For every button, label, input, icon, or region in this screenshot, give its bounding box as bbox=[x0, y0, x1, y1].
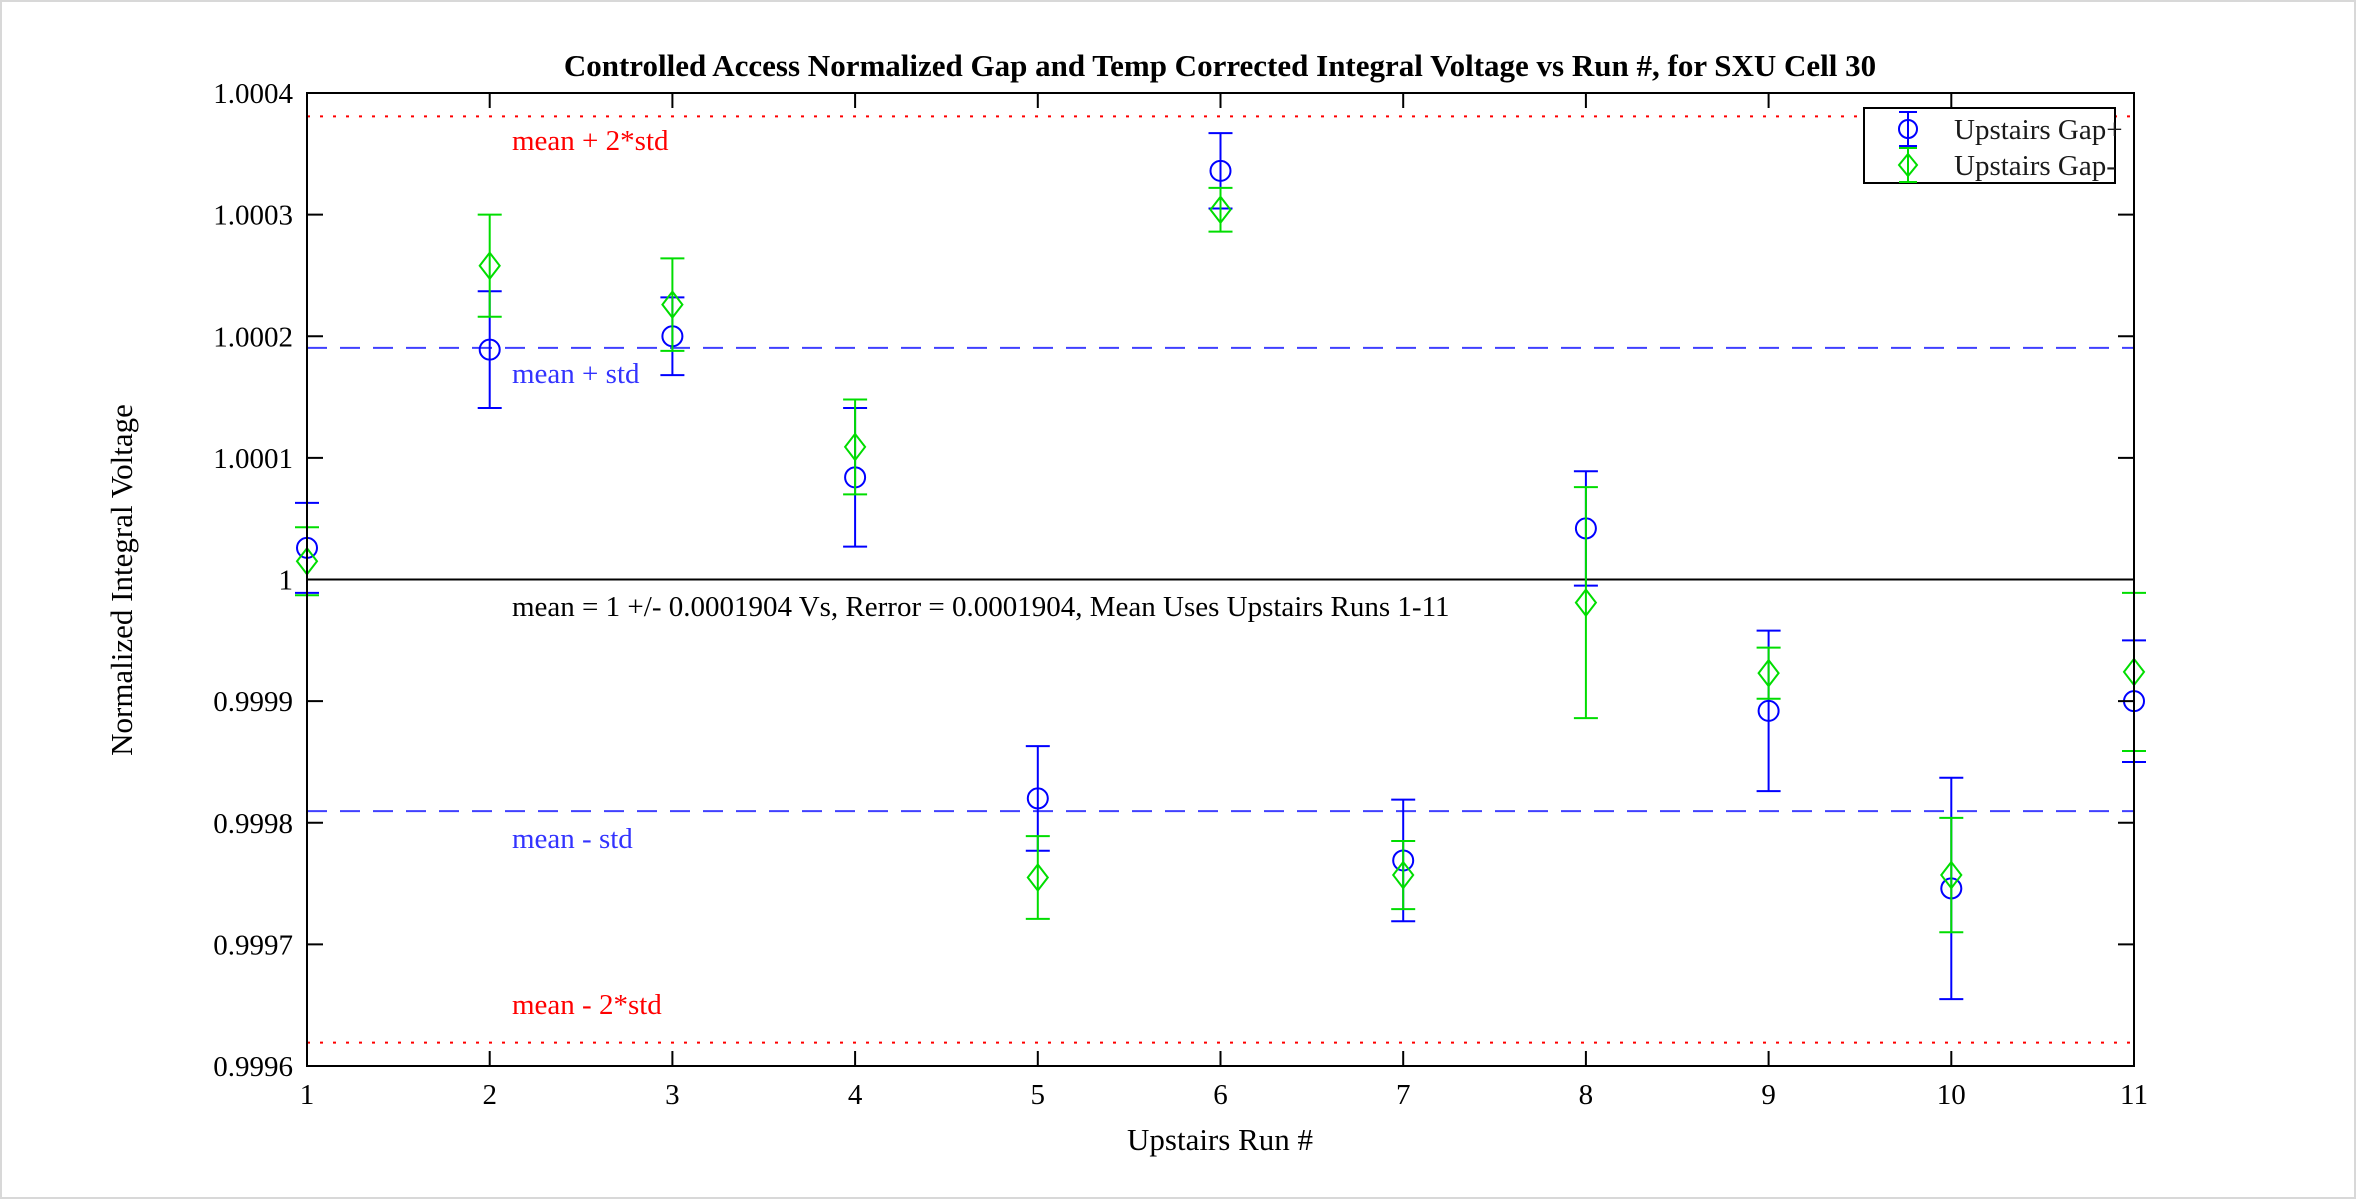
x-tick-label: 10 bbox=[1937, 1079, 1966, 1111]
y-tick-label: 1 bbox=[279, 565, 294, 597]
x-tick-label: 5 bbox=[1031, 1079, 1046, 1111]
diamond-marker bbox=[1940, 860, 1963, 890]
circle-marker bbox=[1757, 699, 1780, 722]
x-tick-label: 9 bbox=[1761, 1079, 1776, 1111]
legend-item-2: Upstairs Gap- bbox=[1897, 147, 2116, 183]
errorbar-run-2 bbox=[477, 213, 502, 318]
diamond-marker bbox=[1209, 195, 1232, 225]
chart-title: Controlled Access Normalized Gap and Tem… bbox=[564, 48, 1876, 83]
errorbar-run-4 bbox=[843, 398, 868, 496]
label-mean: mean = 1 +/- 0.0001904 Vs, Rerror = 0.00… bbox=[512, 591, 1450, 623]
diamond-marker bbox=[1391, 860, 1415, 890]
label-mean-plus-std: mean + std bbox=[512, 358, 640, 390]
diamond-marker bbox=[661, 289, 684, 320]
legend-item-1: Upstairs Gap+ bbox=[1898, 111, 2123, 147]
diamond-marker bbox=[478, 251, 501, 281]
y-tick-label: 1.0003 bbox=[213, 200, 293, 232]
y-tick-label: 0.9996 bbox=[213, 1051, 293, 1083]
errorbar-run-6 bbox=[1208, 186, 1233, 233]
y-tick-label: 1.0002 bbox=[213, 321, 293, 353]
x-tick-label: 6 bbox=[1213, 1079, 1228, 1111]
errorbar-run-3 bbox=[660, 257, 685, 352]
legend-circle-marker-icon bbox=[1898, 119, 1918, 139]
legend: Upstairs Gap+ Upstairs Gap- bbox=[1863, 107, 2123, 184]
y-tick-label: 0.9999 bbox=[213, 686, 293, 718]
diamond-marker bbox=[1757, 658, 1780, 688]
legend-item-label: Upstairs Gap+ bbox=[1954, 114, 2123, 146]
diamond-marker bbox=[843, 432, 867, 462]
legend-diamond-marker-icon bbox=[1897, 152, 1919, 178]
series-upstairs-gap- bbox=[295, 132, 2146, 1001]
errorbar-run-7 bbox=[1391, 839, 1416, 911]
label-mean-minus-2std: mean - 2*std bbox=[512, 989, 662, 1021]
x-tick-label: 7 bbox=[1396, 1079, 1411, 1111]
errorbar-run-5 bbox=[1025, 745, 1050, 852]
axes-layer: 1 2 3 4 5 6 7 8 9 10 111.00041.00031.00021.000110.… bbox=[213, 78, 2148, 1111]
series-upstairs-gap- bbox=[295, 186, 2146, 934]
data-series-layer bbox=[295, 132, 2146, 1001]
x-tick-label: 1 bbox=[300, 1079, 315, 1111]
errorbar-run-8 bbox=[1573, 486, 1598, 720]
x-tick-label: 4 bbox=[848, 1079, 863, 1111]
circle-marker bbox=[1026, 787, 1049, 810]
legend-item-label: Upstairs Gap- bbox=[1954, 150, 2116, 182]
errorbar-run-9 bbox=[1756, 646, 1781, 700]
x-tick-label: 3 bbox=[665, 1079, 680, 1111]
circle-marker bbox=[478, 338, 501, 361]
y-tick-label: 1.0004 bbox=[213, 78, 293, 110]
y-tick-label: 1.0001 bbox=[213, 443, 293, 475]
x-axis-label: Upstairs Run # bbox=[1127, 1122, 1313, 1157]
x-tick-label: 11 bbox=[2120, 1079, 2148, 1111]
errorbar-run-5 bbox=[1025, 835, 1050, 920]
diamond-marker bbox=[1026, 862, 1050, 893]
y-tick-label: 0.9997 bbox=[213, 929, 293, 961]
label-mean-minus-std: mean - std bbox=[512, 823, 633, 855]
x-tick-label: 8 bbox=[1579, 1079, 1594, 1111]
y-tick-label: 0.9998 bbox=[213, 808, 293, 840]
errorbar-run-10 bbox=[1939, 816, 1964, 934]
annotations-layer: mean + 2*std mean + std mean = 1 +/- 0.000… bbox=[512, 125, 1450, 1021]
y-axis-label: Normalized Integral Voltage bbox=[104, 404, 139, 756]
circle-marker bbox=[1209, 159, 1232, 182]
x-tick-label: 2 bbox=[482, 1079, 497, 1111]
label-mean-plus-2std: mean + 2*std bbox=[512, 125, 669, 157]
reference-lines-layer bbox=[307, 115, 2134, 1044]
diamond-marker bbox=[1574, 587, 1598, 618]
